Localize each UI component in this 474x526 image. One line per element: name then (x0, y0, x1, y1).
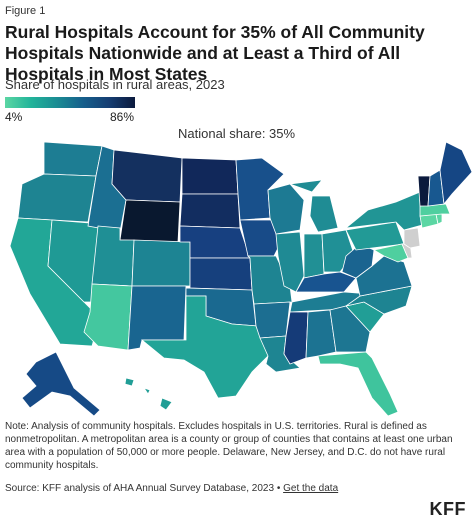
state-nj[interactable] (403, 227, 421, 249)
color-legend-bar (5, 97, 135, 108)
chart-note: Note: Analysis of community hospitals. E… (5, 421, 453, 471)
state-mt[interactable] (111, 149, 183, 203)
state-ne[interactable] (179, 225, 251, 259)
state-me[interactable] (439, 141, 473, 205)
state-wa[interactable] (43, 141, 103, 177)
states-group (9, 141, 473, 417)
chart-source: Source: KFF analysis of AHA Annual Surve… (5, 483, 395, 494)
get-the-data-link[interactable]: Get the data (283, 483, 339, 494)
us-choropleth-map (9, 141, 473, 417)
state-ks[interactable] (189, 257, 253, 291)
state-nd[interactable] (181, 157, 239, 195)
figure-label: Figure 1 (5, 5, 46, 17)
state-md[interactable] (372, 243, 409, 263)
legend-max-label: 86% (110, 110, 135, 124)
state-ak[interactable] (21, 351, 101, 417)
national-share-annotation: National share: 35% (178, 126, 296, 141)
state-wy[interactable] (119, 199, 181, 243)
state-hi[interactable] (124, 377, 173, 411)
chart-title: Rural Hospitals Account for 35% of All C… (5, 22, 425, 84)
legend-min-label: 4% (5, 110, 23, 124)
state-mi[interactable] (289, 179, 339, 233)
state-ar[interactable] (253, 301, 291, 339)
state-tx[interactable] (140, 295, 269, 399)
state-al[interactable] (305, 309, 337, 359)
source-text: Source: KFF analysis of AHA Annual Surve… (5, 483, 284, 494)
chart-subtitle: Share of hospitals in rural areas, 2023 (5, 77, 225, 92)
state-co[interactable] (131, 239, 191, 287)
state-or[interactable] (17, 173, 97, 223)
state-wi[interactable] (267, 183, 305, 235)
state-fl[interactable] (317, 351, 399, 417)
state-in[interactable] (303, 233, 325, 279)
kff-logo: KFF (429, 499, 466, 519)
state-ga[interactable] (329, 305, 371, 353)
state-sd[interactable] (179, 193, 241, 229)
